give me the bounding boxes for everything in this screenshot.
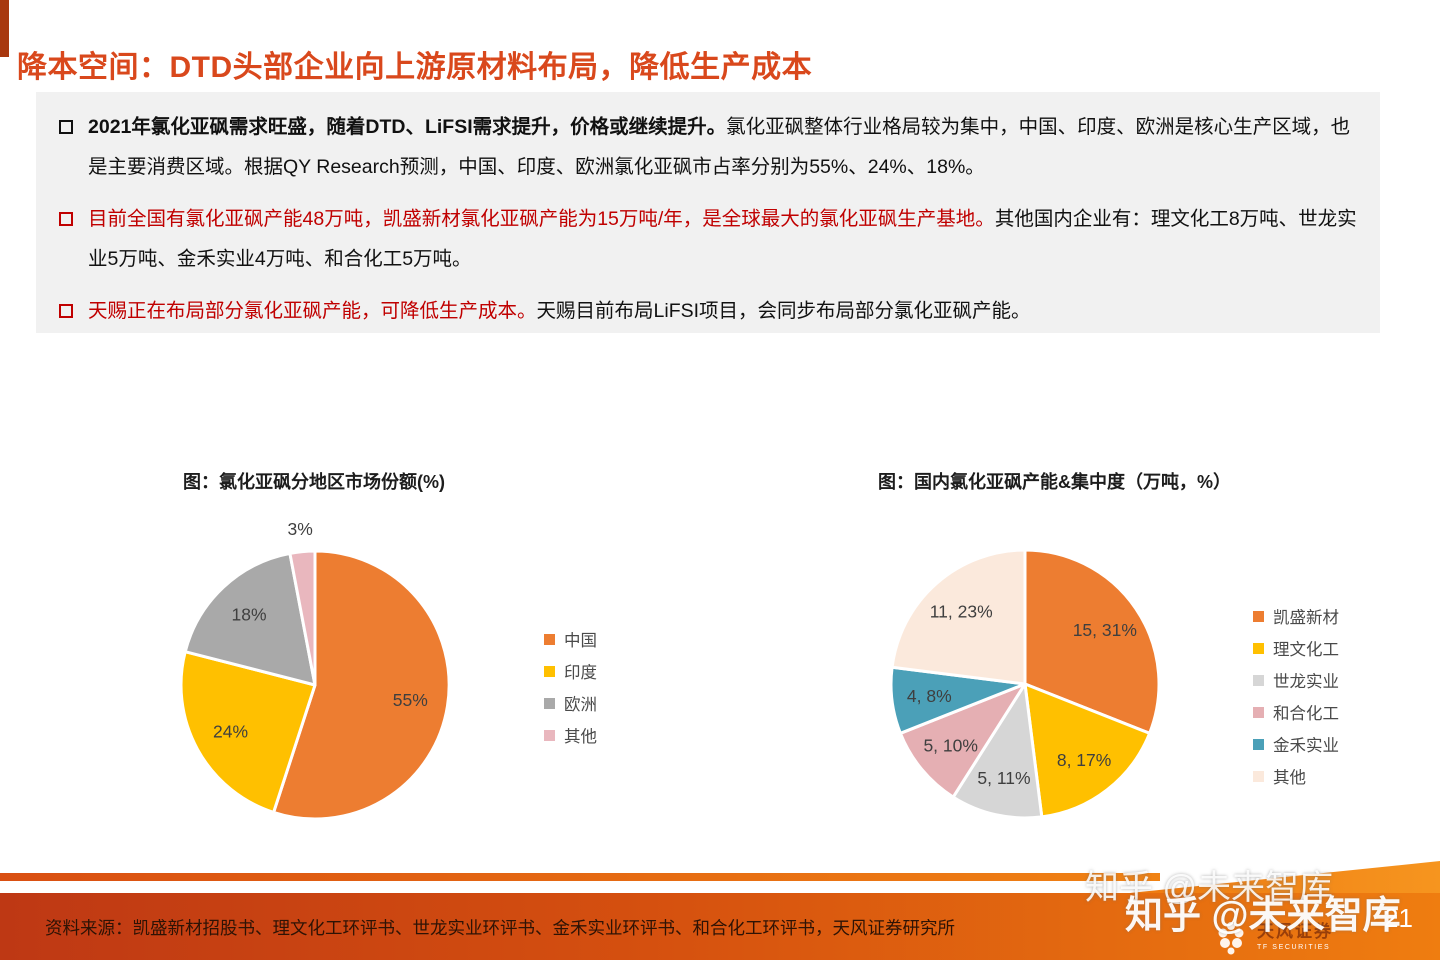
pie-data-label: 5, 10% — [923, 736, 977, 756]
logo-name-cn: 天风证券 — [1257, 921, 1333, 941]
pie-data-label: 55% — [393, 690, 428, 710]
legend-swatch-icon — [1253, 706, 1264, 718]
legend-item-印度: 印度 — [544, 655, 597, 687]
pie-data-label: 5, 11% — [977, 768, 1030, 788]
bullet-rest: 氯化亚砜整体行业格局较为集中，中国、印度、欧洲是核心生产区域，也是主要消费区域。… — [88, 116, 1351, 178]
bullet-square-icon — [59, 304, 73, 318]
top-left-accent-bar — [0, 0, 9, 57]
legend-item-欧洲: 欧洲 — [544, 687, 597, 719]
pie-data-label: 3% — [288, 519, 313, 539]
bullet-square-icon — [59, 212, 73, 226]
legend-swatch-icon — [544, 729, 555, 741]
bullet-lead: 天赐正在布局部分氯化亚砜产能，可降低生产成本。 — [88, 300, 537, 322]
page-title: 降本空间：DTD头部企业向上游原材料布局，降低生产成本 — [17, 51, 813, 85]
legend-item-凯盛新材: 凯盛新材 — [1253, 600, 1339, 632]
legend-label: 中国 — [564, 632, 597, 650]
pie-slice-世龙实业 — [951, 682, 1044, 820]
legend-label: 和合化工 — [1273, 705, 1339, 723]
tf-securities-emblem-icon — [1218, 922, 1244, 955]
chart-title: 图：氯化亚砜分地区市场份额(%) — [183, 472, 445, 492]
legend-label: 其他 — [1273, 769, 1306, 787]
bullet-square-icon — [59, 120, 73, 134]
legend-swatch-icon — [1253, 674, 1264, 686]
logo-name-en: TF SECURITIES — [1257, 943, 1331, 951]
legend-swatch-icon — [1253, 770, 1264, 782]
footer-bar: 资料来源：凯盛新材招股书、理文化工环评书、世龙实业环评书、金禾实业环评书、和合化… — [0, 893, 1440, 960]
legend-item-理文化工: 理文化工 — [1253, 632, 1339, 664]
legend-swatch-icon — [1253, 738, 1264, 750]
legend-label: 欧洲 — [564, 696, 597, 714]
bullet-point-3: 天赐正在布局部分氯化亚砜产能，可降低生产成本。天赐目前布局LiFSI项目，会同步… — [58, 291, 1358, 331]
watermark-text: 知乎 @未来智库 — [1085, 869, 1333, 907]
legend-swatch-icon — [544, 633, 555, 645]
legend-swatch-icon — [544, 697, 555, 709]
pie-slice-印度 — [179, 650, 317, 814]
pie-chart-region-share: 图：氯化亚砜分地区市场份额(%) 55% 24% 18% 3% 中国印度欧洲其他 — [0, 455, 720, 855]
pie-data-label: 8, 17% — [1057, 750, 1111, 770]
bullet-rest: 其他国内企业有：理文化工8万吨、世龙实业5万吨、金禾实业4万吨、和合化工5万吨。 — [88, 208, 1357, 270]
legend-swatch-icon — [1253, 610, 1264, 622]
chart-title: 图：国内氯化亚砜产能&集中度（万吨，%） — [878, 472, 1232, 492]
legend-swatch-icon — [1253, 642, 1264, 654]
legend-item-中国: 中国 — [544, 623, 597, 655]
legend-label: 理文化工 — [1273, 641, 1339, 659]
legend-label: 凯盛新材 — [1273, 609, 1339, 627]
pie-data-label: 4, 8% — [907, 686, 952, 706]
legend-item-世龙实业: 世龙实业 — [1253, 664, 1339, 696]
pie-slice-凯盛新材 — [1023, 548, 1161, 735]
bullet-lead: 2021年氯化亚砜需求旺盛，随着DTD、LiFSI需求提升，价格或继续提升。 — [88, 116, 727, 138]
summary-box: 2021年氯化亚砜需求旺盛，随着DTD、LiFSI需求提升，价格或继续提升。氯化… — [36, 92, 1380, 333]
pie-data-label: 11, 23% — [930, 602, 993, 622]
logo-text: 天风证券 TF SECURITIES — [1257, 921, 1333, 951]
footer-accent-strip — [0, 873, 1160, 881]
bullet-rest: 天赐目前布局LiFSI项目，会同步布局部分氯化亚砜产能。 — [536, 300, 1031, 322]
pie-chart: 55% 24% 18% 3% — [179, 519, 451, 821]
pie-slice-欧洲 — [183, 551, 317, 687]
tf-securities-logo: 天风证券 TF SECURITIES — [1213, 919, 1333, 955]
watermark-text: 知乎 @未来智库 — [1125, 895, 1401, 937]
pie-slice-和合化工 — [898, 682, 1027, 799]
bullet-point-1: 2021年氯化亚砜需求旺盛，随着DTD、LiFSI需求提升，价格或继续提升。氯化… — [58, 107, 1358, 187]
pie-data-label: 18% — [231, 605, 266, 625]
pie-data-label: 24% — [213, 722, 248, 742]
legend-swatch-icon — [544, 665, 555, 677]
legend-label: 其他 — [564, 728, 597, 746]
pie-slice-其他 — [890, 548, 1027, 686]
chart-legend: 凯盛新材理文化工世龙实业和合化工金禾实业其他 — [1253, 600, 1339, 792]
legend-label: 金禾实业 — [1273, 737, 1339, 755]
pie-data-label: 15, 31% — [1073, 620, 1137, 640]
legend-label: 世龙实业 — [1273, 673, 1339, 691]
legend-item-和合化工: 和合化工 — [1253, 696, 1339, 728]
legend-label: 印度 — [564, 664, 597, 682]
chart-legend: 中国 印度 欧洲 其他 — [544, 623, 597, 751]
source-note: 资料来源：凯盛新材招股书、理文化工环评书、世龙实业环评书、金禾实业环评书、和合化… — [45, 918, 955, 938]
legend-item-其他: 其他 — [1253, 760, 1339, 792]
pie-slice-理文化工 — [1023, 682, 1152, 819]
page-number: 21 — [1384, 903, 1413, 933]
legend-item-金禾实业: 金禾实业 — [1253, 728, 1339, 760]
legend-item-其他: 其他 — [544, 719, 597, 751]
bullet-lead: 目前全国有氯化亚砜产能48万吨，凯盛新材氯化亚砜产能为15万吨/年，是全球最大的… — [88, 208, 995, 230]
pie-chart-capacity-concentration: 图：国内氯化亚砜产能&集中度（万吨，%） 15, 31% 8, 17% 5, 11%… — [720, 455, 1440, 855]
pie-slice-其他 — [288, 549, 317, 687]
pie-slice-中国 — [272, 549, 451, 821]
pie-chart: 15, 31% 8, 17% 5, 11%5, 10% 4, 8% 11, 23% — [889, 548, 1161, 820]
bullet-point-2: 目前全国有氯化亚砜产能48万吨，凯盛新材氯化亚砜产能为15万吨/年，是全球最大的… — [58, 199, 1358, 279]
